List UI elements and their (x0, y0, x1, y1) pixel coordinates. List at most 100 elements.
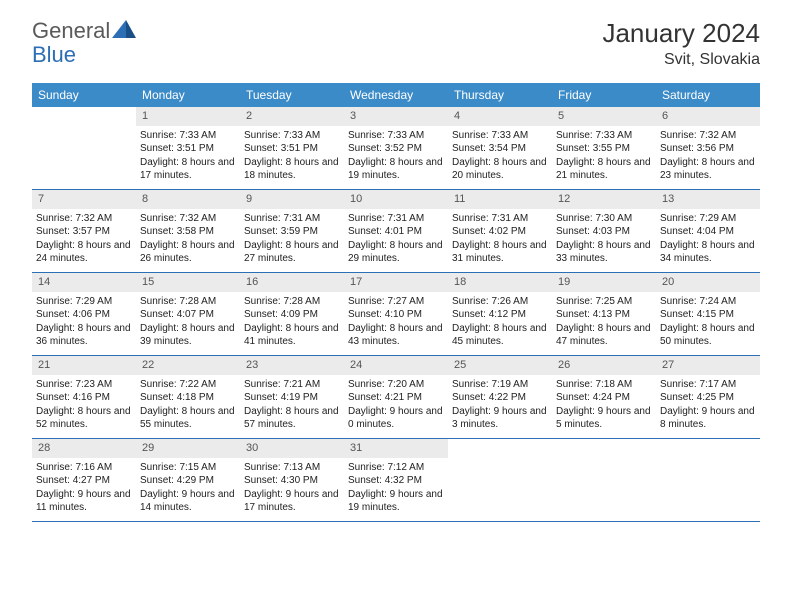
sunrise-text: Sunrise: 7:33 AM (140, 129, 236, 143)
daylight-text: Daylight: 8 hours and 19 minutes. (348, 156, 444, 183)
sunrise-text: Sunrise: 7:29 AM (660, 212, 756, 226)
sunrise-text: Sunrise: 7:31 AM (452, 212, 548, 226)
day-number: 11 (454, 193, 465, 205)
daylight-text: Daylight: 8 hours and 52 minutes. (36, 405, 132, 432)
day-number: 21 (38, 359, 50, 371)
sunset-text: Sunset: 4:27 PM (36, 474, 132, 488)
day-number: 26 (558, 359, 570, 371)
day-number-bar: 10 (344, 190, 448, 209)
day-cell (32, 107, 136, 189)
weekday-cell: Wednesday (344, 83, 448, 107)
sunrise-text: Sunrise: 7:28 AM (244, 295, 340, 309)
day-number: 5 (558, 110, 564, 122)
daylight-text: Daylight: 8 hours and 27 minutes. (244, 239, 340, 266)
sunset-text: Sunset: 4:04 PM (660, 225, 756, 239)
day-number: 30 (246, 442, 258, 454)
day-number-bar: 24 (344, 356, 448, 375)
sunset-text: Sunset: 4:10 PM (348, 308, 444, 322)
day-number-bar: 14 (32, 273, 136, 292)
day-number-bar: 4 (448, 107, 552, 126)
sunrise-text: Sunrise: 7:28 AM (140, 295, 236, 309)
sunrise-text: Sunrise: 7:32 AM (36, 212, 132, 226)
day-number-bar: 15 (136, 273, 240, 292)
day-number: 31 (350, 442, 362, 454)
day-cell: 3Sunrise: 7:33 AMSunset: 3:52 PMDaylight… (344, 107, 448, 189)
day-cell: 8Sunrise: 7:32 AMSunset: 3:58 PMDaylight… (136, 190, 240, 272)
sunset-text: Sunset: 4:22 PM (452, 391, 548, 405)
week-row: 21Sunrise: 7:23 AMSunset: 4:16 PMDayligh… (32, 356, 760, 439)
day-number: 8 (142, 193, 148, 205)
sunset-text: Sunset: 3:54 PM (452, 142, 548, 156)
sunrise-text: Sunrise: 7:20 AM (348, 378, 444, 392)
sunset-text: Sunset: 3:59 PM (244, 225, 340, 239)
weekday-cell: Monday (136, 83, 240, 107)
day-cell: 26Sunrise: 7:18 AMSunset: 4:24 PMDayligh… (552, 356, 656, 438)
sunrise-text: Sunrise: 7:26 AM (452, 295, 548, 309)
day-number: 18 (454, 276, 466, 288)
day-number-bar: 30 (240, 439, 344, 458)
sunset-text: Sunset: 4:15 PM (660, 308, 756, 322)
day-cell: 16Sunrise: 7:28 AMSunset: 4:09 PMDayligh… (240, 273, 344, 355)
day-cell: 1Sunrise: 7:33 AMSunset: 3:51 PMDaylight… (136, 107, 240, 189)
page-header: General January 2024 Svit, Slovakia (0, 0, 792, 77)
daylight-text: Daylight: 9 hours and 19 minutes. (348, 488, 444, 515)
daylight-text: Daylight: 8 hours and 36 minutes. (36, 322, 132, 349)
day-cell: 13Sunrise: 7:29 AMSunset: 4:04 PMDayligh… (656, 190, 760, 272)
day-cell: 6 Sunrise: 7:32 AMSunset: 3:56 PMDaylight… (656, 107, 760, 189)
day-number: 20 (662, 276, 674, 288)
day-cell: 5Sunrise: 7:33 AMSunset: 3:55 PMDaylight… (552, 107, 656, 189)
sunset-text: Sunset: 3:52 PM (348, 142, 444, 156)
sunset-text: Sunset: 4:30 PM (244, 474, 340, 488)
sunset-text: Sunset: 4:01 PM (348, 225, 444, 239)
sunrise-text: Sunrise: 7:27 AM (348, 295, 444, 309)
daylight-text: Daylight: 8 hours and 41 minutes. (244, 322, 340, 349)
daylight-text: Daylight: 8 hours and 47 minutes. (556, 322, 652, 349)
day-number: 7 (38, 193, 44, 205)
day-number: 4 (454, 110, 460, 122)
day-number-bar: 25 (448, 356, 552, 375)
sunset-text: Sunset: 4:32 PM (348, 474, 444, 488)
sunset-text: Sunset: 3:56 PM (660, 142, 756, 156)
day-cell: 29Sunrise: 7:15 AMSunset: 4:29 PMDayligh… (136, 439, 240, 521)
logo-text-general: General (32, 18, 110, 44)
daylight-text: Daylight: 8 hours and 18 minutes. (244, 156, 340, 183)
logo-triangle-icon (112, 20, 136, 43)
day-cell (656, 439, 760, 521)
day-number-bar: 2 (240, 107, 344, 126)
week-row: 14Sunrise: 7:29 AMSunset: 4:06 PMDayligh… (32, 273, 760, 356)
day-cell: 22Sunrise: 7:22 AMSunset: 4:18 PMDayligh… (136, 356, 240, 438)
sunset-text: Sunset: 4:25 PM (660, 391, 756, 405)
day-cell: 12Sunrise: 7:30 AMSunset: 4:03 PMDayligh… (552, 190, 656, 272)
daylight-text: Daylight: 9 hours and 11 minutes. (36, 488, 132, 515)
sunrise-text: Sunrise: 7:31 AM (244, 212, 340, 226)
daylight-text: Daylight: 8 hours and 57 minutes. (244, 405, 340, 432)
sunrise-text: Sunrise: 7:22 AM (140, 378, 236, 392)
sunrise-text: Sunrise: 7:32 AM (660, 129, 756, 143)
daylight-text: Daylight: 8 hours and 23 minutes. (660, 156, 756, 183)
daylight-text: Daylight: 9 hours and 17 minutes. (244, 488, 340, 515)
day-cell: 4Sunrise: 7:33 AMSunset: 3:54 PMDaylight… (448, 107, 552, 189)
sunset-text: Sunset: 3:51 PM (140, 142, 236, 156)
day-cell: 10Sunrise: 7:31 AMSunset: 4:01 PMDayligh… (344, 190, 448, 272)
sunrise-text: Sunrise: 7:33 AM (452, 129, 548, 143)
day-cell (448, 439, 552, 521)
day-cell: 31Sunrise: 7:12 AMSunset: 4:32 PMDayligh… (344, 439, 448, 521)
sunrise-text: Sunrise: 7:17 AM (660, 378, 756, 392)
day-number-bar: 17 (344, 273, 448, 292)
sunrise-text: Sunrise: 7:19 AM (452, 378, 548, 392)
day-cell: 19Sunrise: 7:25 AMSunset: 4:13 PMDayligh… (552, 273, 656, 355)
day-number: 14 (38, 276, 50, 288)
daylight-text: Daylight: 8 hours and 34 minutes. (660, 239, 756, 266)
day-number: 12 (558, 193, 570, 205)
day-number-bar: 6 (656, 107, 760, 126)
sunset-text: Sunset: 4:12 PM (452, 308, 548, 322)
day-number: 25 (454, 359, 466, 371)
day-number: 29 (142, 442, 154, 454)
day-cell: 7Sunrise: 7:32 AMSunset: 3:57 PMDaylight… (32, 190, 136, 272)
day-number: 16 (246, 276, 258, 288)
day-number-bar: 18 (448, 273, 552, 292)
sunset-text: Sunset: 4:06 PM (36, 308, 132, 322)
sunset-text: Sunset: 4:02 PM (452, 225, 548, 239)
daylight-text: Daylight: 9 hours and 5 minutes. (556, 405, 652, 432)
day-number: 22 (142, 359, 154, 371)
